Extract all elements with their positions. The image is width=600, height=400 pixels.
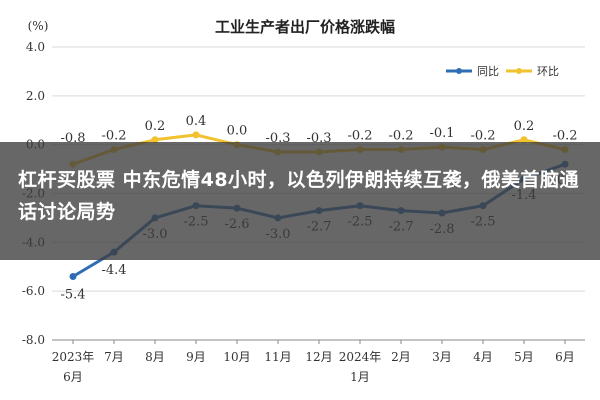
data-label-mom: -0.2: [470, 129, 495, 144]
x-tick-label: 2月: [391, 350, 411, 364]
x-tick-label: 5月: [514, 350, 534, 364]
y-unit-label: (%): [28, 19, 49, 33]
x-tick-label: 12月: [305, 350, 332, 364]
y-tick-label: -6.0: [22, 284, 45, 298]
x-tick-label: 2023年: [52, 350, 95, 364]
x-tick-label: 10月: [223, 350, 250, 364]
headline-text[interactable]: 杠杆买股票 中东危情48小时，以色列伊朗持续互袭，俄美首脑通话讨论局势: [18, 169, 580, 223]
legend-marker-mom: [516, 68, 522, 74]
data-label-mom: -0.2: [101, 129, 126, 144]
data-label-mom: -0.2: [347, 129, 372, 144]
data-label-mom: -0.1: [429, 126, 454, 141]
news-headline-banner[interactable]: 杠杆买股票 中东危情48小时，以色列伊朗持续互袭，俄美首脑通话讨论局势: [0, 142, 600, 260]
legend-label-mom: 环比: [537, 65, 559, 78]
y-tick-label: -8.0: [22, 333, 45, 347]
x-tick-label: 7月: [104, 350, 124, 364]
data-label-mom: 0.2: [514, 119, 535, 134]
data-label-mom: 0.4: [186, 114, 207, 129]
x-tick-label: 9月: [186, 350, 206, 364]
data-label-mom: 0.0: [227, 124, 248, 139]
point-mom: [520, 136, 528, 144]
x-tick-label: 11月: [264, 350, 291, 364]
x-tick-label: 6月: [63, 370, 83, 384]
x-tick-label: 1月: [350, 370, 370, 384]
x-tick-label: 4月: [473, 350, 493, 364]
data-label-yoy: -5.4: [60, 288, 85, 303]
x-tick-label: 2024年: [339, 350, 382, 364]
x-tick-label: 8月: [145, 350, 165, 364]
legend-label-yoy: 同比: [477, 65, 499, 78]
point-mom: [192, 131, 200, 139]
point-yoy: [69, 273, 77, 281]
x-tick-labels: 2023年 6月 7月 8月 9月 10月 11月 12月 2024年 1月 2月 3月 4月 5月 6月: [52, 350, 575, 384]
point-mom: [151, 136, 159, 144]
x-tick-label: 6月: [555, 350, 575, 364]
legend-marker-yoy: [456, 68, 462, 74]
y-tick-label: 4.0: [26, 40, 45, 54]
data-label-yoy: -4.4: [101, 263, 126, 278]
chart-legend: 同比 环比: [446, 65, 559, 78]
data-label-mom: 0.2: [145, 119, 166, 134]
data-label-mom: -0.2: [388, 129, 413, 144]
y-tick-label: 2.0: [26, 89, 45, 103]
x-tick-label: 3月: [432, 350, 452, 364]
data-label-mom: -0.2: [552, 129, 577, 144]
chart-title: 工业生产者出厂价格涨跌幅: [215, 18, 395, 36]
